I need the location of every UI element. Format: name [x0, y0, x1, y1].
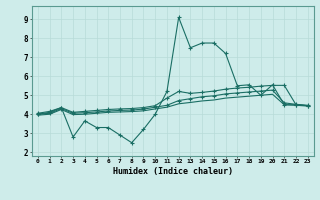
X-axis label: Humidex (Indice chaleur): Humidex (Indice chaleur) — [113, 167, 233, 176]
